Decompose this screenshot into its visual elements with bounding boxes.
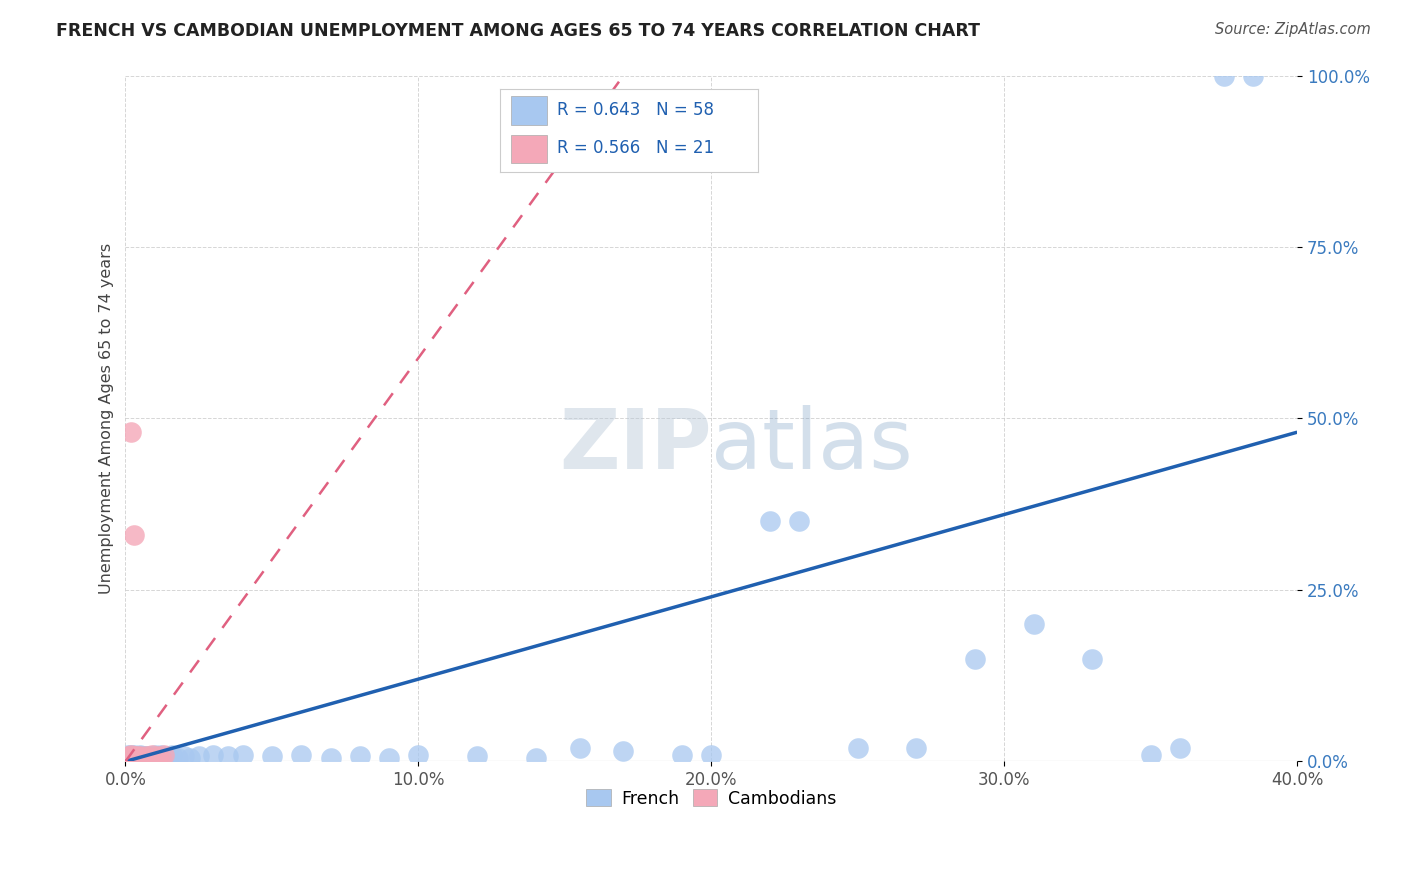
- Point: [122, 748, 145, 763]
- Point: [129, 748, 152, 763]
- Point: [114, 751, 136, 765]
- Point: [135, 748, 157, 763]
- Point: [127, 751, 149, 765]
- Point: [129, 751, 152, 765]
- Point: [132, 751, 155, 765]
- Point: [1241, 69, 1264, 83]
- Point: [122, 747, 145, 762]
- Point: [1168, 740, 1191, 755]
- Point: [162, 747, 184, 762]
- Point: [173, 748, 195, 763]
- Point: [120, 747, 142, 762]
- Point: [179, 751, 201, 765]
- Point: [152, 751, 174, 765]
- Point: [138, 751, 160, 765]
- Point: [232, 747, 254, 762]
- Point: [149, 747, 172, 762]
- Point: [963, 651, 986, 665]
- Point: [138, 748, 160, 763]
- Point: [122, 748, 145, 763]
- Point: [187, 748, 209, 763]
- Point: [157, 748, 180, 763]
- Point: [700, 747, 723, 762]
- Point: [408, 747, 430, 762]
- Point: [117, 751, 139, 765]
- Point: [202, 747, 225, 762]
- Point: [120, 751, 142, 765]
- Point: [905, 740, 928, 755]
- Point: [117, 748, 139, 763]
- Point: [143, 747, 166, 762]
- Point: [671, 747, 693, 762]
- Point: [260, 748, 283, 763]
- Point: [120, 751, 142, 765]
- Point: [465, 748, 488, 763]
- Point: [167, 751, 190, 765]
- Point: [524, 751, 547, 765]
- Point: [138, 751, 160, 765]
- Point: [135, 751, 157, 765]
- Point: [117, 751, 139, 765]
- Point: [217, 748, 239, 763]
- Point: [349, 748, 371, 763]
- Text: ZIP: ZIP: [558, 405, 711, 486]
- Point: [122, 751, 145, 765]
- Text: Source: ZipAtlas.com: Source: ZipAtlas.com: [1215, 22, 1371, 37]
- Point: [117, 747, 139, 762]
- Point: [1022, 617, 1045, 632]
- Point: [114, 751, 136, 765]
- Point: [1139, 747, 1161, 762]
- Legend: French, Cambodians: French, Cambodians: [579, 782, 844, 814]
- Point: [149, 751, 172, 765]
- Point: [141, 747, 163, 762]
- Point: [568, 740, 591, 755]
- Point: [129, 748, 152, 763]
- Y-axis label: Unemployment Among Ages 65 to 74 years: Unemployment Among Ages 65 to 74 years: [100, 243, 114, 594]
- Point: [1081, 651, 1104, 665]
- Point: [1213, 69, 1236, 83]
- Point: [143, 751, 166, 765]
- Point: [759, 514, 782, 528]
- Point: [141, 751, 163, 765]
- Point: [290, 747, 312, 762]
- Point: [132, 751, 155, 765]
- Point: [132, 748, 155, 763]
- Point: [129, 747, 152, 762]
- Point: [846, 740, 869, 755]
- Point: [152, 747, 174, 762]
- Point: [120, 425, 142, 440]
- Point: [122, 528, 145, 542]
- Point: [787, 514, 810, 528]
- Point: [127, 748, 149, 763]
- Point: [129, 751, 152, 765]
- Text: atlas: atlas: [711, 405, 912, 486]
- Point: [135, 748, 157, 763]
- Text: FRENCH VS CAMBODIAN UNEMPLOYMENT AMONG AGES 65 TO 74 YEARS CORRELATION CHART: FRENCH VS CAMBODIAN UNEMPLOYMENT AMONG A…: [56, 22, 980, 40]
- Point: [122, 751, 145, 765]
- Point: [612, 744, 634, 758]
- Point: [319, 751, 342, 765]
- Point: [378, 751, 401, 765]
- Point: [120, 748, 142, 763]
- Point: [127, 748, 149, 763]
- Point: [120, 747, 142, 762]
- Point: [146, 748, 169, 763]
- Point: [127, 751, 149, 765]
- Point: [146, 748, 169, 763]
- Point: [141, 748, 163, 763]
